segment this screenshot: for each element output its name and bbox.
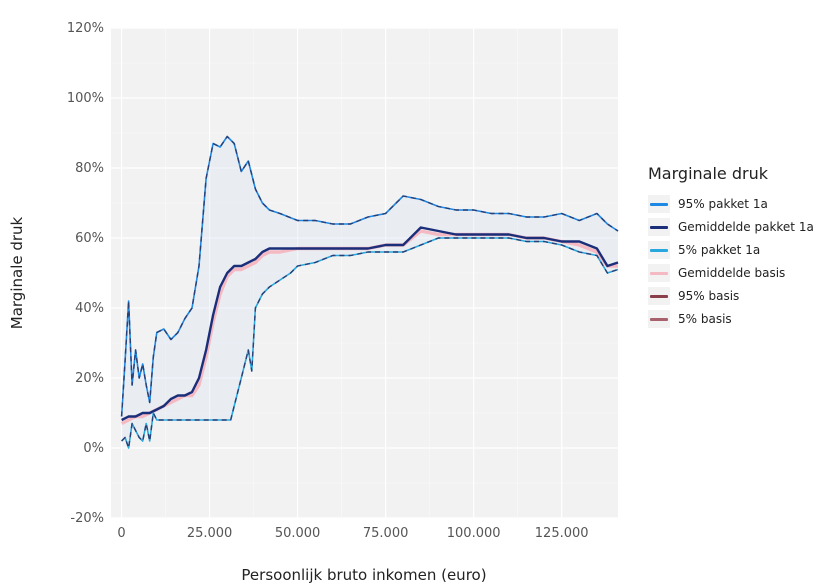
- legend-swatch: [650, 202, 668, 206]
- ribbon-bands: [121, 136, 618, 448]
- legend-label: Gemiddelde pakket 1a: [678, 219, 814, 234]
- legend-item: 95% basis: [648, 284, 814, 307]
- y-tick-label: 0%: [83, 441, 104, 456]
- x-tick-label: 25.000: [187, 526, 233, 541]
- grid-lines: [111, 27, 618, 519]
- legend-key: [648, 309, 670, 328]
- legend-swatch: [650, 271, 668, 275]
- legend-item: Gemiddelde basis: [648, 261, 814, 284]
- y-tick-label: 40%: [75, 301, 104, 316]
- y-tick-label: 120%: [67, 21, 104, 36]
- x-tick-label: 100.000: [447, 526, 501, 541]
- y-tick-label: 20%: [75, 371, 104, 386]
- legend-label: Gemiddelde basis: [678, 265, 786, 280]
- x-axis-ticks: 0 25.000 50.000 75.000 100.000 125.000: [117, 526, 588, 541]
- y-tick-label: 60%: [75, 231, 104, 246]
- series-line-2-dashed: [121, 237, 619, 449]
- legend-key: [648, 194, 670, 213]
- legend-item: 5% basis: [648, 307, 814, 330]
- legend-label: 95% pakket 1a: [678, 196, 768, 211]
- y-axis-title: Marginale druk: [8, 216, 26, 329]
- legend-item: 5% pakket 1a: [648, 238, 814, 261]
- x-tick-label: 75.000: [363, 526, 409, 541]
- legend-swatch: [650, 248, 668, 252]
- legend-label: 5% pakket 1a: [678, 242, 761, 257]
- legend-swatch: [650, 294, 668, 298]
- legend-swatch: [650, 225, 668, 229]
- legend-key: [648, 263, 670, 282]
- series-lines: [120, 135, 619, 449]
- y-tick-label: 100%: [67, 91, 104, 106]
- legend: Marginale druk 95% pakket 1a Gemiddelde p…: [648, 164, 814, 330]
- ribbon-pakket-1a: [121, 136, 618, 448]
- x-axis-title: Persoonlijk bruto inkomen (euro): [241, 566, 486, 584]
- legend-item: Gemiddelde pakket 1a: [648, 215, 814, 238]
- x-tick-label: 50.000: [275, 526, 321, 541]
- legend-label: 95% basis: [678, 288, 740, 303]
- legend-items: 95% pakket 1a Gemiddelde pakket 1a 5% pakk…: [648, 192, 814, 330]
- x-tick-label: 125.000: [535, 526, 589, 541]
- legend-swatch: [650, 317, 668, 321]
- series-line-0-dashed: [120, 135, 619, 417]
- legend-title: Marginale druk: [648, 164, 768, 183]
- legend-key: [648, 286, 670, 305]
- x-tick-label: 0: [117, 526, 125, 541]
- legend-key: [648, 240, 670, 259]
- y-tick-label: 80%: [75, 161, 104, 176]
- series-line-1: [121, 226, 619, 422]
- legend-label: 5% basis: [678, 311, 732, 326]
- legend-item: 95% pakket 1a: [648, 192, 814, 215]
- y-axis-ticks: -20% 0% 20% 40% 60% 80% 100% 120%: [67, 21, 104, 526]
- legend-key: [648, 217, 670, 236]
- y-tick-label: -20%: [70, 511, 104, 526]
